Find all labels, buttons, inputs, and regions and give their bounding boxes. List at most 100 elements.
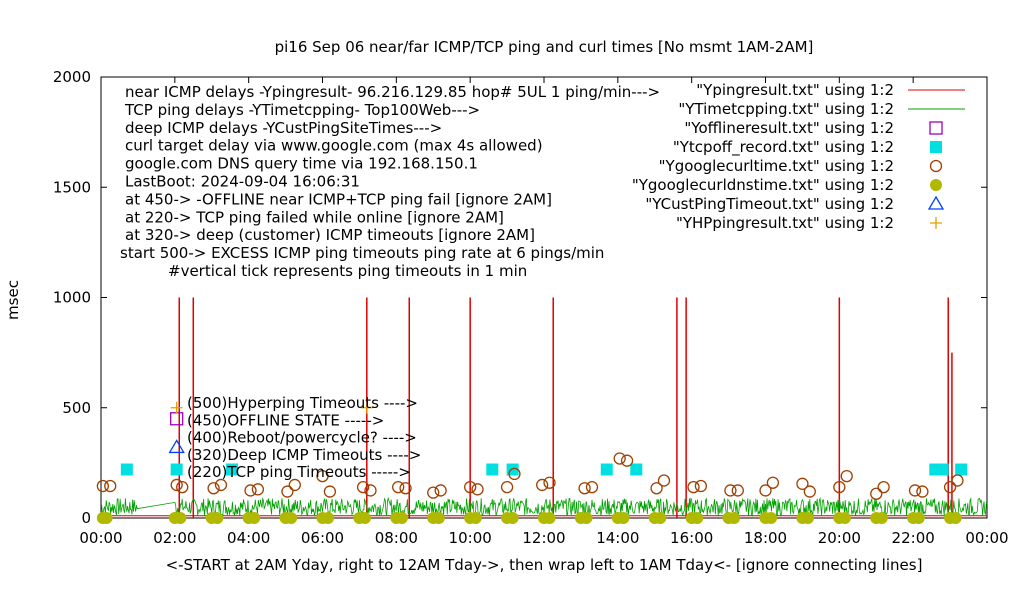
data-point (168, 439, 185, 454)
data-point (486, 463, 499, 476)
note-line: at 220-> TCP ping failed while online [i… (125, 208, 504, 226)
data-point (176, 480, 189, 494)
data-point (248, 512, 261, 524)
data-point (100, 512, 113, 524)
data-point (360, 401, 373, 414)
data-point (288, 478, 301, 492)
x-axis-label: <-START at 2AM Yday, right to 12AM Tday-… (166, 556, 923, 574)
data-point (508, 467, 521, 481)
series-5 (96, 512, 962, 524)
data-point (766, 476, 780, 489)
series-2 (170, 412, 184, 426)
legend-entry: "Ypingresult.txt" using 1:2 (696, 81, 894, 99)
data-point (731, 484, 744, 497)
y-tick-label: 2000 (53, 68, 91, 86)
legend-swatch (930, 141, 942, 153)
x-tick-label: 00:00 (79, 529, 122, 547)
data-point (469, 512, 482, 524)
chart-title: pi16 Sep 06 near/far ICMP/TCP ping and c… (275, 38, 814, 56)
legend-entry: "Yofflineresult.txt" using 1:2 (684, 119, 894, 137)
data-point (617, 512, 630, 524)
data-point (654, 512, 667, 524)
y-tick-label: 1000 (53, 289, 91, 307)
data-point (120, 463, 133, 476)
data-point (322, 512, 335, 524)
data-point (613, 452, 626, 465)
data-point (506, 512, 519, 524)
y-axis-label: msec (4, 280, 22, 320)
annotation-label: (450)OFFLINE STATE -----> (187, 411, 384, 429)
data-point (578, 482, 591, 495)
data-point (650, 482, 663, 495)
series-3 (120, 463, 968, 476)
x-tick-label: 20:00 (818, 529, 861, 547)
data-point (226, 463, 239, 476)
data-point (244, 484, 257, 497)
series-7 (170, 401, 373, 414)
data-point (691, 512, 704, 524)
data-point (543, 476, 556, 489)
legend-swatch (929, 159, 943, 173)
data-point (955, 463, 968, 476)
data-point (765, 512, 778, 524)
legend-entry: "Ygooglecurltime.txt" using 1:2 (659, 157, 894, 175)
data-point (174, 512, 187, 524)
data-point (399, 482, 412, 495)
data-point (285, 512, 298, 524)
data-point (471, 483, 484, 496)
note-line: #vertical tick represents ping timeouts … (168, 262, 527, 280)
axis-ticks: 00:00 02:00 04:00 06:00 08:00 10:00 12:00 14:00… (53, 68, 1009, 547)
data-point (323, 485, 337, 498)
data-point (395, 512, 408, 524)
x-tick-label: 02:00 (153, 529, 196, 547)
data-point (356, 480, 370, 494)
data-point (687, 480, 700, 494)
x-tick-label: 22:00 (892, 529, 935, 547)
y-tick-label: 0 (81, 509, 91, 527)
data-point (870, 487, 883, 500)
data-point (392, 480, 405, 494)
x-tick-label: 00:00 (965, 529, 1008, 547)
data-point (358, 512, 371, 524)
x-tick-label: 16:00 (670, 529, 713, 547)
series-1 (100, 496, 988, 518)
x-tick-label: 04:00 (227, 529, 270, 547)
data-point (951, 474, 964, 487)
series-layer (96, 297, 988, 524)
data-point (657, 474, 671, 487)
note-line: LastBoot: 2024-09-04 16:06:31 (125, 173, 360, 191)
data-point (427, 486, 440, 499)
data-point (207, 482, 220, 495)
x-tick-label: 08:00 (375, 529, 418, 547)
data-point (833, 480, 846, 494)
note-line: TCP ping delays -YTimetcpping- Top100Web… (124, 101, 480, 119)
data-point (211, 512, 224, 524)
data-point (916, 485, 929, 498)
data-point (580, 512, 593, 524)
note-line: start 500-> EXCESS ICMP ping timeouts pi… (120, 244, 604, 262)
x-tick-label: 12:00 (522, 529, 565, 547)
annotation-label: (400)Reboot/powercycle? ----> (187, 429, 417, 447)
data-point (170, 412, 184, 426)
data-point (585, 480, 599, 494)
data-point (803, 485, 816, 498)
data-point (759, 484, 772, 497)
data-point (251, 483, 265, 496)
data-point (908, 484, 922, 497)
data-point (796, 477, 809, 490)
legend-entry: "Ytcpoff_record.txt" using 1:2 (673, 138, 894, 157)
data-point (620, 454, 634, 467)
legend-swatch (930, 179, 942, 191)
x-tick-label: 10:00 (449, 529, 492, 547)
data-point (600, 463, 613, 476)
note-line: near ICMP delays -Ypingresult- 96.216.12… (125, 83, 660, 101)
legend-entry: "YCustPingTimeout.txt" using 1:2 (645, 195, 894, 213)
data-point (912, 512, 925, 524)
y-tick-label: 500 (62, 399, 91, 417)
x-tick-label: 14:00 (596, 529, 639, 547)
data-point (170, 463, 183, 476)
data-point (536, 478, 549, 492)
data-point (840, 469, 853, 483)
annotations-layer: (500)Hyperping Timeouts ---->(450)OFFLIN… (187, 394, 421, 481)
note-line: google.com DNS query time via 192.168.15… (125, 155, 478, 173)
